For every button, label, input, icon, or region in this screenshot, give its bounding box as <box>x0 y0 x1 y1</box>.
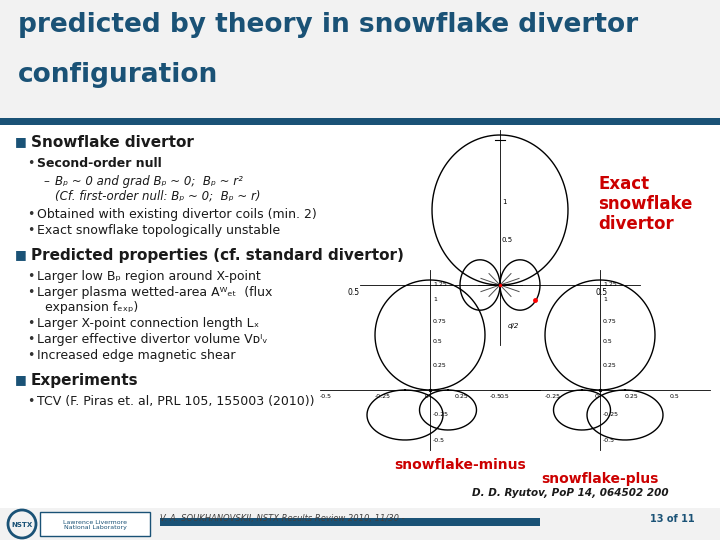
Text: 0.5: 0.5 <box>500 394 510 399</box>
Text: 0.25: 0.25 <box>455 394 469 399</box>
Text: •: • <box>27 395 35 408</box>
Text: •: • <box>27 270 35 283</box>
Text: -0.5: -0.5 <box>433 437 445 442</box>
Text: -0.25: -0.25 <box>603 413 619 417</box>
Text: snowflake-minus: snowflake-minus <box>394 458 526 472</box>
Text: Second-order null: Second-order null <box>37 157 162 170</box>
Text: 0: 0 <box>425 394 429 399</box>
Text: (Cf. first-order null: Bₚ ~ 0;  Bₚ ~ r): (Cf. first-order null: Bₚ ~ 0; Bₚ ~ r) <box>55 190 261 203</box>
FancyBboxPatch shape <box>0 508 720 540</box>
Text: 0.5: 0.5 <box>433 339 443 344</box>
Text: Larger effective divertor volume Vᴅᴵᵥ: Larger effective divertor volume Vᴅᴵᵥ <box>37 333 268 346</box>
Text: expansion fₑₓₚ): expansion fₑₓₚ) <box>45 301 138 314</box>
Text: 1: 1 <box>603 298 607 302</box>
Text: Larger plasma wetted-area Aᵂₑₜ  (flux: Larger plasma wetted-area Aᵂₑₜ (flux <box>37 286 272 299</box>
FancyBboxPatch shape <box>160 518 540 526</box>
Text: d/2: d/2 <box>508 323 519 329</box>
Text: 0.25: 0.25 <box>433 363 446 368</box>
Text: divertor: divertor <box>598 215 674 233</box>
Text: •: • <box>27 208 35 221</box>
Text: Larger X-point connection length Lₓ: Larger X-point connection length Lₓ <box>37 317 259 330</box>
Text: 1: 1 <box>433 298 437 302</box>
Text: 0.5: 0.5 <box>348 288 360 297</box>
Text: TCV (F. Piras et. al, PRL 105, 155003 (2010)): TCV (F. Piras et. al, PRL 105, 155003 (2… <box>37 395 315 408</box>
Text: •: • <box>27 349 35 362</box>
Text: -0.5: -0.5 <box>603 437 615 442</box>
Text: ■: ■ <box>15 135 27 148</box>
Text: Exact: Exact <box>598 175 649 193</box>
Text: 1: 1 <box>502 199 506 206</box>
Text: 0.5: 0.5 <box>595 288 607 297</box>
FancyBboxPatch shape <box>0 118 720 125</box>
Text: ■: ■ <box>15 373 27 386</box>
Text: •: • <box>27 224 35 237</box>
Text: •: • <box>27 317 35 330</box>
Text: D. D. Ryutov, PoP 14, 064502 200: D. D. Ryutov, PoP 14, 064502 200 <box>472 488 668 498</box>
Text: 0.5: 0.5 <box>603 339 613 344</box>
Text: 0.25: 0.25 <box>603 363 617 368</box>
Text: -0.25: -0.25 <box>545 394 561 399</box>
Text: Experiments: Experiments <box>31 373 139 388</box>
Text: 1.25: 1.25 <box>433 282 446 287</box>
Text: -0.25: -0.25 <box>433 413 449 417</box>
Text: 1.25: 1.25 <box>603 282 617 287</box>
Text: ■: ■ <box>15 248 27 261</box>
Text: Bₚ ~ 0 and grad Bₚ ~ 0;  Bₚ ~ r²: Bₚ ~ 0 and grad Bₚ ~ 0; Bₚ ~ r² <box>55 175 243 188</box>
Text: 0.25: 0.25 <box>625 394 639 399</box>
FancyBboxPatch shape <box>40 512 150 536</box>
Text: V. A. SOUKHANOVSKII, NSTX Results Review 2010, 11/30 -: V. A. SOUKHANOVSKII, NSTX Results Review… <box>160 514 405 523</box>
Text: •: • <box>27 333 35 346</box>
Text: Lawrence Livermore
National Laboratory: Lawrence Livermore National Laboratory <box>63 519 127 530</box>
Text: -0.5: -0.5 <box>320 394 332 399</box>
Text: 0.75: 0.75 <box>603 319 617 325</box>
Text: -0.25: -0.25 <box>375 394 391 399</box>
Text: •: • <box>27 286 35 299</box>
Text: predicted by theory in snowflake divertor: predicted by theory in snowflake diverto… <box>18 12 638 38</box>
Text: snowflake: snowflake <box>598 195 693 213</box>
Text: NSTX: NSTX <box>12 522 32 528</box>
Text: snowflake-plus: snowflake-plus <box>541 472 659 486</box>
Text: -0.5: -0.5 <box>490 394 502 399</box>
Text: –: – <box>43 175 49 188</box>
Text: 0.5: 0.5 <box>502 237 513 243</box>
Text: Snowflake divertor: Snowflake divertor <box>31 135 194 150</box>
Text: 0.75: 0.75 <box>433 319 446 325</box>
FancyBboxPatch shape <box>0 0 720 118</box>
Text: 0.5: 0.5 <box>670 394 680 399</box>
Text: Increased edge magnetic shear: Increased edge magnetic shear <box>37 349 235 362</box>
Text: configuration: configuration <box>18 62 218 88</box>
Text: Predicted properties (cf. standard divertor): Predicted properties (cf. standard diver… <box>31 248 404 263</box>
Text: •: • <box>27 157 35 170</box>
Text: 13 of 11: 13 of 11 <box>650 514 695 524</box>
Text: Obtained with existing divertor coils (min. 2): Obtained with existing divertor coils (m… <box>37 208 317 221</box>
Text: Exact snowflake topologically unstable: Exact snowflake topologically unstable <box>37 224 280 237</box>
Text: 0: 0 <box>595 394 599 399</box>
Text: Larger low Bₚ region around X-point: Larger low Bₚ region around X-point <box>37 270 261 283</box>
